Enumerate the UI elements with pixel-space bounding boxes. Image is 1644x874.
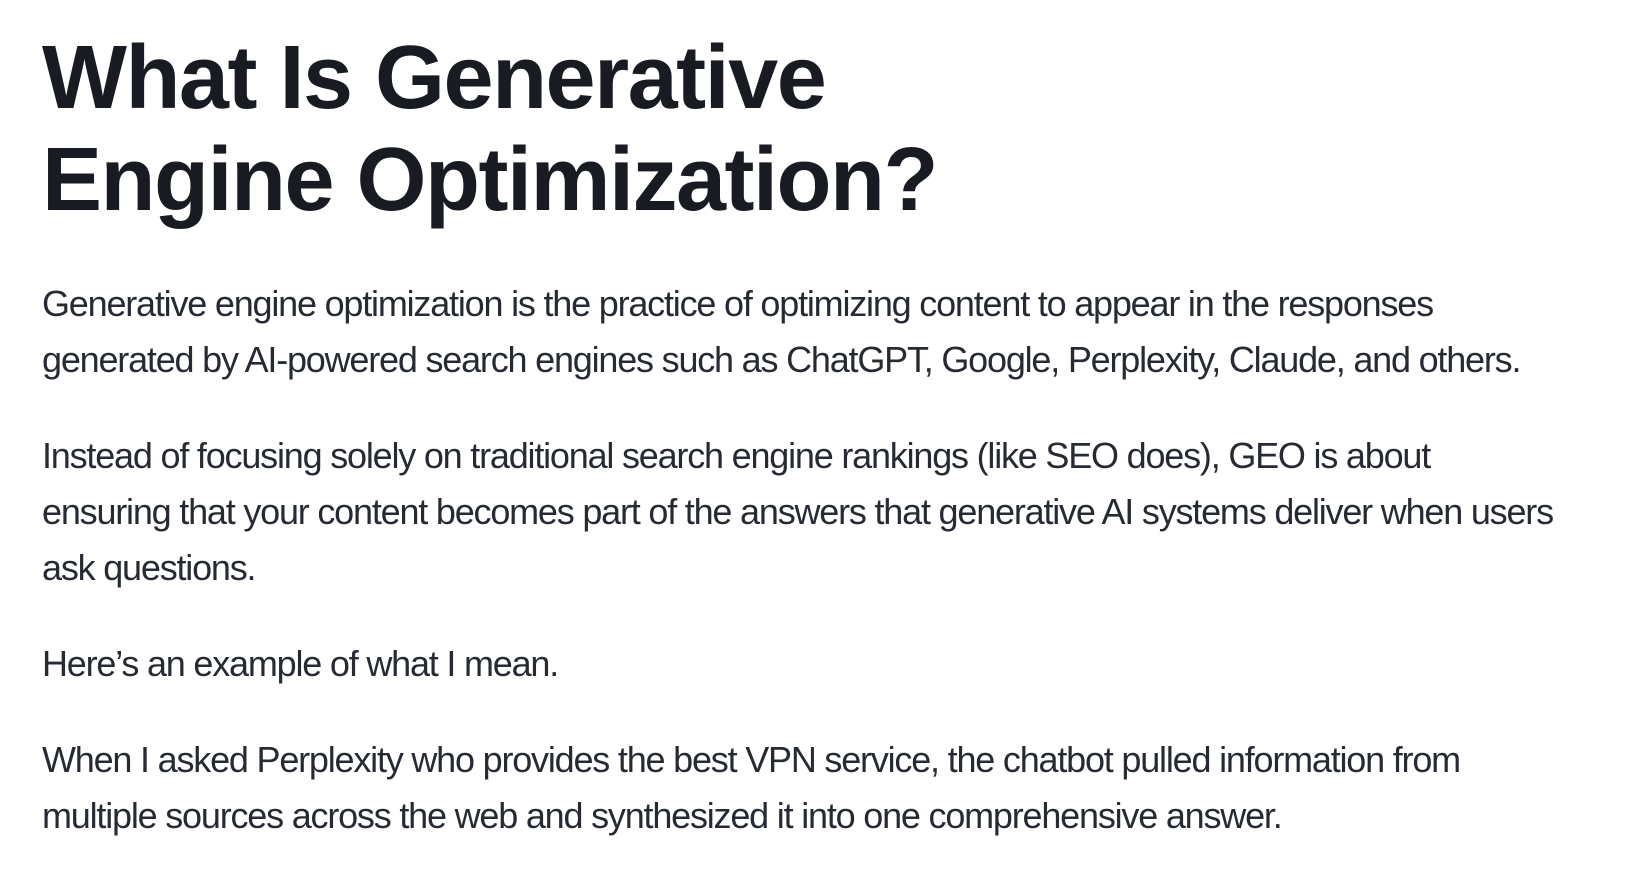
- paragraph-geo-vs-seo: Instead of focusing solely on traditiona…: [42, 435, 1554, 588]
- paragraph-perplexity-example: When I asked Perplexity who provides the…: [42, 739, 1461, 836]
- paragraph-definition: Generative engine optimization is the pr…: [42, 283, 1521, 380]
- paragraph-example-intro: Here’s an example of what I mean.: [42, 643, 559, 684]
- article-title: What Is Generative Engine Optimization?: [42, 28, 938, 230]
- article-body: What Is Generative Engine Optimization? …: [42, 28, 1554, 836]
